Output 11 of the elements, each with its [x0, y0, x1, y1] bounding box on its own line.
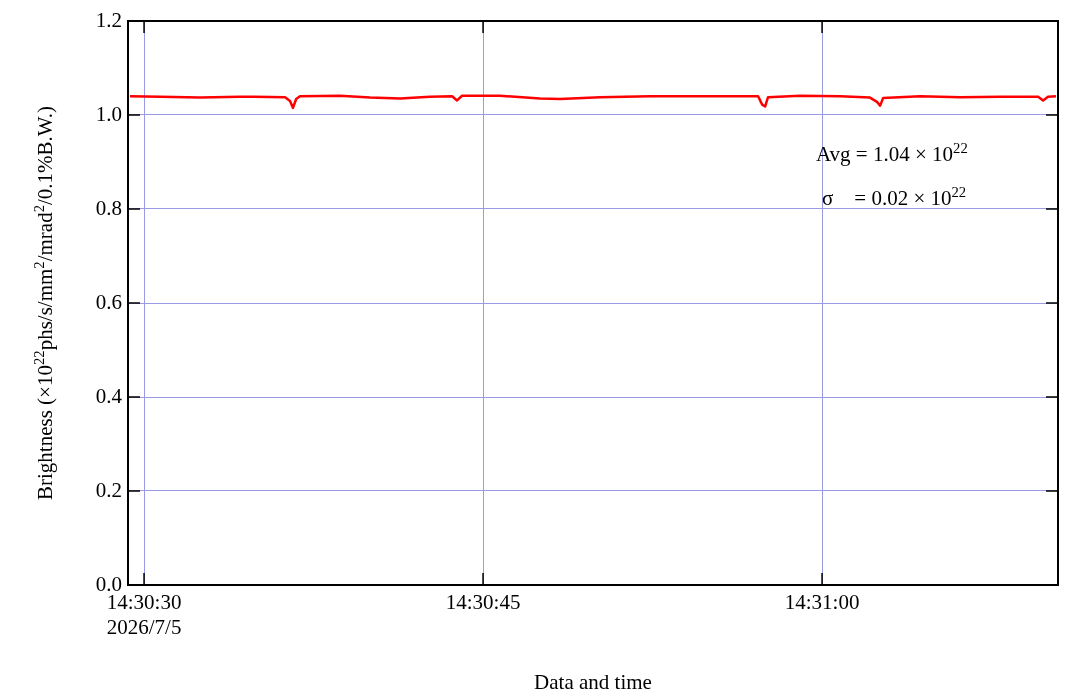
y-tick-label: 1.0 [95, 101, 122, 126]
x-tick-label: 14:30:45 [445, 590, 521, 615]
y-tick-label: 1.2 [95, 7, 122, 32]
y-tick-label: 0.8 [95, 195, 122, 220]
x-tick-label: 14:31:00 [784, 590, 860, 615]
annotation: σ = 0.02 × 10$^{22}$ [822, 184, 967, 211]
y-tick-label: 0.4 [95, 383, 123, 408]
annotation: Avg = 1.04 × 10$^{22}$ [816, 140, 968, 167]
y-tick-label: 0.6 [95, 289, 122, 314]
x-axis-title: Data and time [534, 669, 652, 694]
y-tick-label: 0.2 [95, 477, 122, 502]
